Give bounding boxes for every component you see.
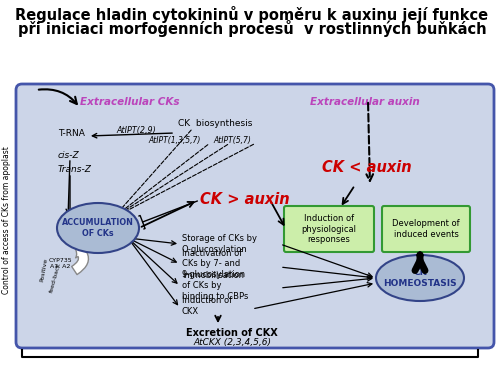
Text: Inactivation of
CKs by 7- and
9-glucosylation: Inactivation of CKs by 7- and 9-glucosyl…: [182, 249, 246, 279]
Text: Storage of CKs by
O-glucosylation: Storage of CKs by O-glucosylation: [182, 234, 257, 254]
Text: cis-Z: cis-Z: [58, 150, 80, 160]
Text: CYP735
A1, A2: CYP735 A1, A2: [48, 257, 72, 268]
Text: Immobilisation
of CKs by
binding to CBPs: Immobilisation of CKs by binding to CBPs: [182, 271, 248, 301]
Ellipse shape: [57, 203, 139, 253]
Text: Extracellular CKs: Extracellular CKs: [80, 97, 180, 107]
Text: Extracellular auxin: Extracellular auxin: [310, 97, 420, 107]
Text: Induction of
CKX: Induction of CKX: [182, 296, 232, 316]
Text: Excretion of CKX: Excretion of CKX: [186, 328, 278, 338]
Text: AtIPT(5,7): AtIPT(5,7): [213, 135, 251, 144]
Text: CK > auxin: CK > auxin: [200, 192, 290, 208]
Text: T-RNA: T-RNA: [58, 130, 85, 138]
FancyBboxPatch shape: [284, 206, 374, 252]
Text: Regulace hladin cytokininů v poměru k auxinu její funkce: Regulace hladin cytokininů v poměru k au…: [16, 6, 488, 23]
Ellipse shape: [376, 255, 464, 301]
FancyArrowPatch shape: [72, 246, 89, 274]
Text: při iniciaci morfogenních procesů  v rostlinných buňkách: při iniciaci morfogenních procesů v rost…: [18, 20, 486, 37]
Text: Control of access of CKs from apoplast: Control of access of CKs from apoplast: [2, 146, 12, 294]
Text: CK  biosynthesis: CK biosynthesis: [178, 119, 252, 129]
Text: feed-back: feed-back: [50, 262, 62, 294]
Text: Development of
induced events: Development of induced events: [392, 219, 460, 239]
FancyBboxPatch shape: [382, 206, 470, 252]
Text: AtCKX (2,3,4,5,6): AtCKX (2,3,4,5,6): [193, 339, 271, 347]
Text: Trans-Z: Trans-Z: [58, 166, 92, 175]
Text: AtIPT(2,9): AtIPT(2,9): [116, 125, 156, 135]
Text: CK < auxin: CK < auxin: [322, 161, 412, 175]
Text: ACCUMULATION
OF CKs: ACCUMULATION OF CKs: [62, 218, 134, 238]
FancyBboxPatch shape: [16, 84, 494, 348]
Text: Induction of
physiological
responses: Induction of physiological responses: [302, 214, 356, 244]
Text: AtIPT(1,3,5,7): AtIPT(1,3,5,7): [148, 135, 201, 144]
Text: CK
HOMEOSTASIS: CK HOMEOSTASIS: [383, 268, 457, 288]
Text: Positive: Positive: [40, 258, 48, 282]
